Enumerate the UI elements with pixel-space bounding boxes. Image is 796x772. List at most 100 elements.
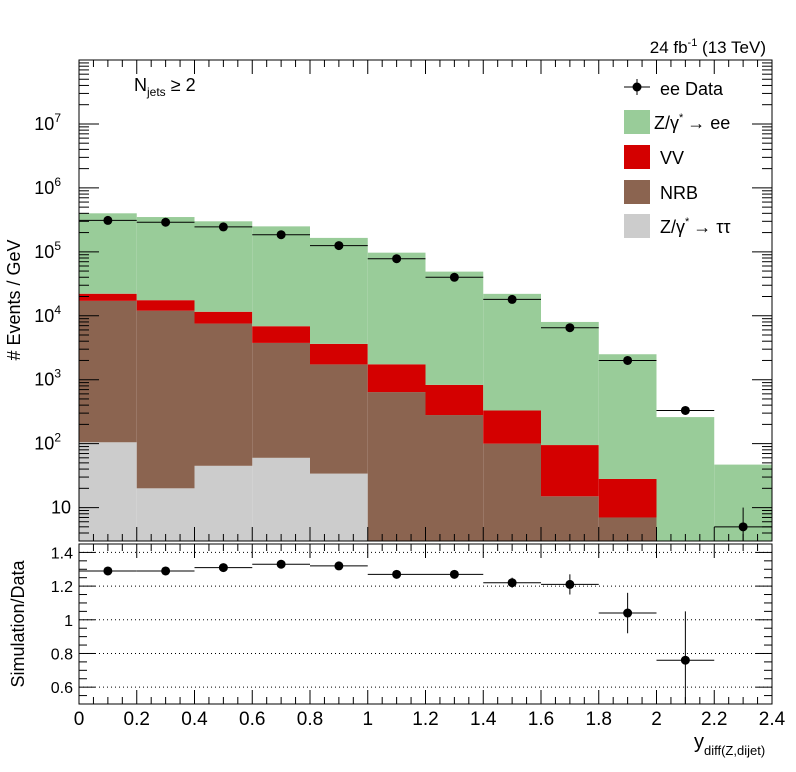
bar-vv-8	[541, 445, 599, 497]
legend: ee Data Z/γ* → ee VV NRB Z/γ* → ττ	[624, 79, 731, 238]
x-tick-label: 2	[651, 709, 662, 730]
ratio-point-6	[449, 569, 459, 579]
bar-z-ee-2	[194, 221, 253, 312]
data-point-2	[218, 222, 228, 232]
legend-data-label: ee Data	[660, 79, 724, 99]
bar-z--2	[194, 465, 253, 541]
x-tick-label: 1.8	[586, 709, 612, 730]
bar-nrb-4	[310, 364, 368, 474]
bar-z-ee-6	[425, 271, 484, 385]
legend-data-marker	[632, 82, 642, 92]
ratio-y-tick-label: 0.6	[51, 680, 73, 697]
ratio-points	[79, 559, 715, 704]
data-point-1	[161, 217, 171, 227]
x-tick-label: 0.6	[239, 709, 265, 730]
ratio-point-7	[507, 578, 517, 588]
data-point-8	[565, 323, 575, 333]
y-tick-label: 107	[34, 111, 61, 134]
legend-nrb-label: NRB	[660, 183, 698, 203]
y-axis-title-bottom: Simulation/Data	[8, 559, 28, 687]
x-tick-label: 1.4	[470, 709, 497, 730]
x-tick-label: 0.8	[297, 709, 323, 730]
ratio-point-8	[565, 579, 575, 589]
x-axis-title: ydiff(Z,dijet)	[694, 731, 765, 758]
bar-z--4	[310, 473, 368, 541]
x-tick-label: 0.4	[181, 709, 208, 730]
data-point-9	[623, 355, 633, 365]
y-tick-label: 104	[34, 303, 61, 326]
bar-vv-6	[425, 384, 484, 416]
bar-z-ee-9	[598, 354, 657, 479]
ratio-y-tick-label: 1.2	[51, 579, 73, 596]
y-tick-label: 103	[34, 367, 61, 390]
y-axis-title-top: # Events / GeV	[4, 239, 24, 360]
bar-vv-1	[136, 300, 195, 311]
bar-z--1	[136, 488, 195, 541]
data-point-11	[738, 522, 748, 532]
data-points-top	[79, 215, 772, 541]
bar-vv-3	[252, 326, 310, 343]
bar-z-ee-4	[310, 237, 368, 344]
bar-nrb-6	[425, 415, 484, 541]
legend-ztt-swatch	[624, 214, 650, 238]
data-point-5	[392, 254, 402, 264]
bar-vv-0	[79, 293, 137, 301]
ratio-point-2	[218, 563, 228, 573]
bar-z--3	[252, 457, 310, 541]
ratio-point-9	[623, 608, 633, 618]
bottom-x-axis: 0 0.2 0.4 0.6 0.8 1 1.2 1.4 1.6 1.8 2 2.2 2.4	[74, 544, 786, 730]
x-tick-label: 1.6	[528, 709, 554, 730]
top-x-ticks	[78, 60, 773, 541]
x-tick-label: 1	[362, 709, 373, 730]
stacked-histogram	[79, 213, 772, 541]
x-tick-label: 0.2	[124, 709, 150, 730]
y-tick-label: 105	[34, 239, 61, 262]
bar-z-ee-0	[79, 213, 137, 294]
ratio-point-10	[680, 655, 690, 665]
bar-z-ee-10	[656, 417, 715, 541]
bar-vv-5	[367, 364, 426, 393]
bar-nrb-3	[252, 342, 310, 458]
y-tick-label: 102	[34, 431, 61, 454]
data-point-3	[276, 230, 286, 240]
ratio-point-0	[103, 566, 113, 576]
legend-nrb-swatch	[624, 180, 650, 204]
ratio-point-3	[276, 559, 286, 569]
ratio-point-1	[161, 566, 171, 576]
bar-vv-7	[483, 410, 541, 444]
data-point-10	[680, 405, 690, 415]
y-tick-label: 106	[34, 175, 61, 198]
bar-nrb-7	[483, 443, 541, 541]
bar-z-ee-1	[136, 217, 195, 301]
bar-vv-4	[310, 343, 368, 365]
legend-zee-swatch	[624, 110, 650, 134]
bar-z-ee-3	[252, 226, 310, 327]
ratio-y-tick-label: 1.4	[51, 545, 73, 562]
data-point-0	[103, 215, 113, 225]
data-point-4	[334, 241, 344, 251]
data-point-6	[449, 272, 459, 282]
bar-nrb-0	[79, 300, 137, 443]
bar-vv-9	[598, 478, 657, 518]
bar-z-ee-7	[483, 293, 541, 411]
jets-annotation: Njets ≥ 2	[134, 75, 196, 99]
ratio-y-tick-label: 0.8	[51, 646, 73, 663]
legend-zee-label: Z/γ* → ee	[654, 112, 730, 133]
bottom-y-axis: 0.6 0.8 1 1.2 1.4	[51, 545, 772, 705]
legend-ztt-label: Z/γ* → ττ	[660, 216, 731, 237]
x-tick-label: 0	[74, 709, 85, 730]
y-tick-label: 10	[51, 498, 71, 518]
ratio-y-tick-label: 1	[64, 613, 73, 630]
bar-nrb-1	[136, 310, 195, 489]
ratio-gridlines	[79, 551, 772, 688]
bar-nrb-2	[194, 323, 253, 466]
legend-vv-swatch	[624, 145, 650, 169]
x-tick-label: 2.2	[701, 709, 727, 730]
top-y-axis: 10 102 103 104 105 106 107	[34, 59, 772, 542]
bar-vv-2	[194, 311, 253, 324]
bottom-panel-frame	[78, 543, 773, 705]
data-point-7	[507, 294, 517, 304]
ratio-point-5	[392, 569, 402, 579]
lumi-label: 24 fb-1 (13 TeV)	[650, 37, 766, 57]
